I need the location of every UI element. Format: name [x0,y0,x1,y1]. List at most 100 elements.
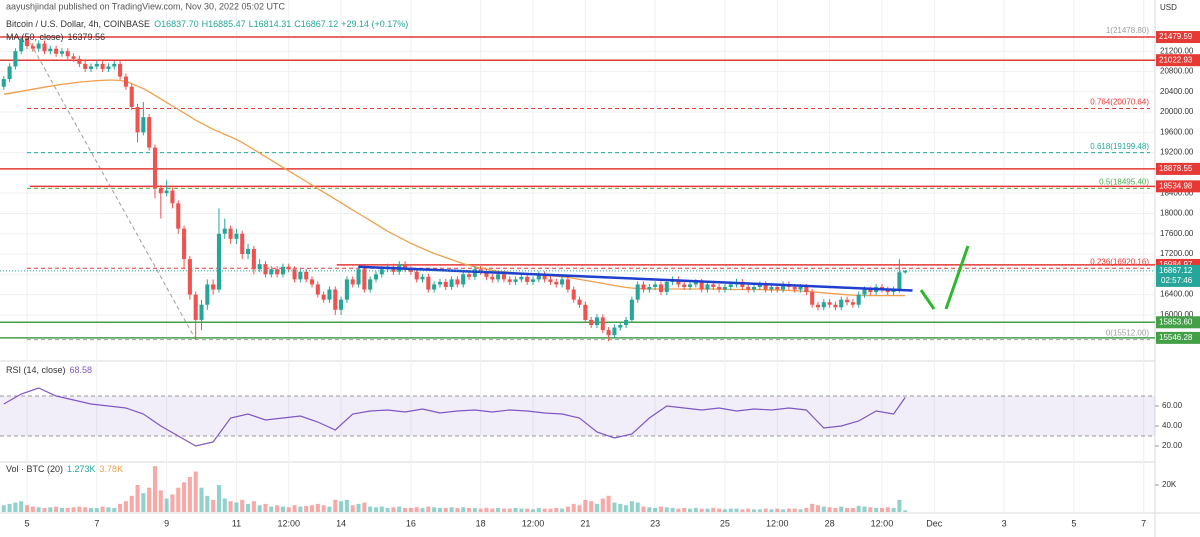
volume-bar [560,508,565,512]
x-tick-label: 12:00 [871,518,894,528]
volume-bar [519,508,524,512]
candle-body [129,86,134,107]
volume-bar [554,507,559,512]
x-tick-label: 21 [580,518,590,528]
candle-body [216,233,221,290]
volume-bar [682,507,687,512]
candle-body [542,274,547,280]
candle-body [356,269,361,285]
volume-bar [624,505,629,512]
candle-body [158,188,163,194]
level-tag [1156,54,1200,67]
candle-body [205,284,210,305]
candle-body [420,276,425,280]
rsi-tick-label: 40.00 [1162,421,1183,430]
volume-bar [25,505,30,512]
candle-body [292,269,297,280]
volume-bar [850,507,855,512]
candle-body [379,269,384,275]
candle-body [443,281,448,287]
volume-bar [170,494,175,512]
high: H16885.47 [202,19,246,29]
candle-body [106,66,111,69]
level-label: 15853.60 [1159,317,1193,326]
candle-body [112,63,117,67]
candle-body [1,79,6,87]
volume-bar [525,508,530,512]
candle-body [426,276,431,290]
volume-bar [403,507,408,512]
rsi-line [3,387,906,447]
candle-body [135,106,140,133]
candle-body [13,51,18,67]
volume-bar [257,505,262,512]
volume-bar [798,509,803,512]
candle-body [455,279,460,285]
volume-bar [751,509,757,512]
candle-body [618,325,623,328]
candle-body [676,279,681,285]
fib-label: 0.236(16920.16) [1090,257,1149,266]
candle-body [373,274,379,280]
volume-bar [740,509,745,512]
candle-body [827,302,832,305]
candle-body [339,299,344,310]
volume-bar [827,507,832,512]
volume-bar [309,505,315,512]
volume-bar [333,499,338,512]
rsi-title: RSI (14, close) [6,365,66,375]
projection-stroke [944,245,970,310]
volume-bar [88,507,94,512]
candle-body [594,317,600,326]
volume-bar [280,506,285,512]
volume-bar [339,501,344,512]
volume-bar [839,506,844,512]
volume-bar [391,507,396,512]
volume-bar [507,508,512,512]
volume-bar [344,499,349,512]
y-tick-label: 18000.00 [1160,209,1194,218]
candle-body [59,51,64,54]
candle-body [71,56,76,59]
level-tag [1156,162,1200,175]
volume-bar [449,507,454,512]
fib-label: 0.618(19199.48) [1090,142,1149,151]
volume-bar [164,498,169,512]
candle-body [792,286,797,290]
level-label: 21479.59 [1159,32,1193,41]
volume-bar [571,503,576,512]
x-tick-label: 16 [406,518,416,528]
volume-bar [135,485,140,512]
fib-diagonal [26,36,197,340]
volume-bar [129,495,134,512]
volume-bar [629,501,634,512]
volume-bar [496,507,501,512]
candle-body [769,286,774,290]
y-tick-label: 17200.00 [1160,249,1194,258]
volume-bar [420,507,425,512]
rsi-value: 68.58 [70,365,93,375]
volume-bar [385,507,390,512]
volume-bar [77,506,82,512]
volume-bar [350,505,355,512]
projection-stroke [919,289,936,310]
candle-body [856,294,861,305]
candle-body [199,304,204,320]
candle-body [746,286,751,290]
volume-bar [228,501,233,512]
volume-bar [455,507,460,512]
volume-bar [548,508,553,512]
volume-tick-label: 20K [1162,480,1177,489]
volume-bar [815,505,821,512]
volume-bar [269,506,274,512]
y-tick-label: 16000.00 [1160,310,1194,319]
volume-bar [106,507,111,512]
volume-bar [606,495,611,512]
x-tick-label: 9 [164,518,169,528]
x-tick-label: 7 [1141,518,1146,528]
volume-bar [42,507,47,512]
volume-bar [810,503,815,512]
volume-bar [141,493,146,512]
volume-bar [676,508,681,512]
